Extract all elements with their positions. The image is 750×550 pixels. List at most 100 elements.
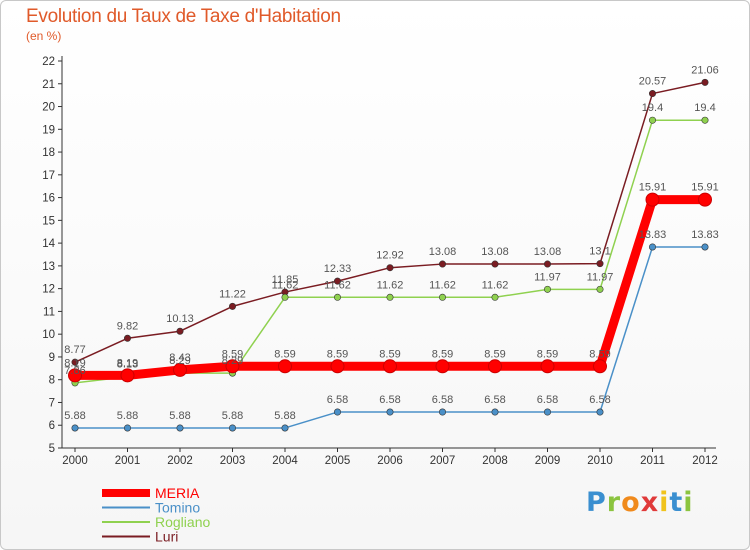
- series-point-meria: [68, 368, 82, 383]
- data-label-tomino: 5.88: [169, 410, 190, 422]
- y-tick-label: 20: [42, 102, 55, 114]
- series-point-rogliano: [491, 293, 499, 301]
- series-point-luri: [701, 78, 709, 86]
- data-label-rogliano: 8.29: [222, 355, 243, 367]
- series-point-rogliano: [438, 293, 446, 301]
- x-tick-label: 2012: [692, 455, 718, 467]
- series-layer: [68, 78, 712, 432]
- series-point-tomino: [229, 424, 237, 432]
- data-label-rogliano: 11.62: [324, 279, 351, 291]
- data-label-meria: 8.19: [117, 357, 138, 369]
- data-label-tomino: 6.58: [589, 394, 610, 406]
- x-tick-label: 2009: [535, 455, 561, 467]
- y-tick-label: 21: [42, 79, 55, 91]
- series-point-tomino: [281, 424, 289, 432]
- series-point-meria: [225, 359, 240, 374]
- logo-letter: t: [669, 487, 684, 518]
- y-tick-label: 11: [43, 306, 55, 318]
- x-tick-label: 2001: [115, 455, 141, 467]
- data-label-luri: 12.33: [324, 263, 352, 275]
- data-label-luri: 10.13: [166, 313, 194, 325]
- y-tick-label: 17: [42, 170, 55, 182]
- data-label-luri: 12.92: [376, 250, 404, 262]
- y-tick-label: 22: [42, 56, 55, 68]
- series-point-meria: [698, 192, 712, 207]
- series-point-meria: [330, 359, 345, 374]
- series-point-meria: [278, 359, 292, 374]
- series-point-rogliano: [281, 293, 289, 301]
- series-point-tomino: [386, 408, 394, 416]
- axes: 5 6 7 8 9 10 11 12 13 14 15 16 17 18 19 20 21 22 2000 2001 2…: [42, 56, 718, 467]
- logo-letter: i: [683, 487, 694, 518]
- series-point-tomino: [543, 408, 551, 416]
- series-point-tomino: [176, 424, 184, 432]
- data-label-rogliano: 19.4: [694, 102, 715, 114]
- series-point-luri: [124, 334, 132, 342]
- data-label-meria: 8.59: [327, 348, 348, 360]
- data-label-luri: 9.82: [117, 320, 138, 332]
- series-point-luri: [229, 302, 237, 310]
- data-label-tomino: 13.83: [639, 229, 667, 241]
- data-label-tomino: 5.88: [274, 410, 295, 422]
- proxiti-logo: Proxiti: [586, 487, 694, 518]
- x-tick-label: 2000: [62, 455, 88, 467]
- data-label-rogliano: 11.97: [534, 271, 561, 283]
- series-point-luri: [596, 260, 604, 268]
- data-label-luri: 8.77: [64, 344, 85, 356]
- chart-unit: (en %): [26, 29, 62, 43]
- x-tick-label: 2010: [587, 455, 613, 467]
- data-label-rogliano: 8.29: [169, 355, 190, 367]
- chart-title: Evolution du Taux de Taxe d'Habitation: [26, 6, 341, 27]
- y-tick-label: 13: [42, 261, 55, 273]
- y-tick-label: 19: [42, 124, 55, 136]
- data-label-rogliano: 11.97: [587, 271, 614, 283]
- data-label-rogliano: 8.13: [117, 359, 138, 371]
- logo-letter: x: [640, 487, 660, 518]
- y-tick-label: 16: [42, 193, 55, 205]
- data-label-rogliano: 19.4: [642, 102, 663, 114]
- data-label-meria: 15.91: [639, 182, 667, 194]
- logo-letter: P: [586, 487, 607, 518]
- y-tick-label: 7: [49, 397, 55, 409]
- y-tick-label: 9: [49, 352, 55, 364]
- data-label-tomino: 6.58: [537, 394, 558, 406]
- data-label-meria: 15.91: [691, 182, 719, 194]
- series-point-rogliano: [648, 116, 656, 124]
- series-point-tomino: [701, 243, 709, 251]
- x-tick-label: 2006: [377, 455, 403, 467]
- x-tick-label: 2007: [430, 455, 456, 467]
- series-point-rogliano: [333, 293, 341, 301]
- series-point-luri: [386, 264, 394, 272]
- y-tick-label: 8: [49, 375, 55, 387]
- data-label-meria: 8.59: [379, 348, 400, 360]
- data-label-meria: 8.59: [589, 348, 610, 360]
- series-point-luri: [176, 327, 184, 335]
- data-label-tomino: 6.58: [327, 394, 348, 406]
- series-point-luri: [71, 358, 79, 366]
- data-label-luri: 20.57: [639, 76, 667, 88]
- series-point-rogliano: [701, 116, 709, 124]
- data-label-meria: 8.59: [537, 348, 558, 360]
- y-tick-label: 18: [42, 147, 55, 159]
- x-tick-label: 2003: [220, 455, 246, 467]
- data-label-tomino: 6.58: [432, 394, 453, 406]
- series-point-tomino: [333, 408, 341, 416]
- data-labels: 8.77 9.82 10.13 11.22 11.85 12.33 12.92 13.08 13…: [64, 64, 718, 422]
- data-label-luri: 13.08: [534, 246, 562, 258]
- series-point-luri: [543, 260, 551, 268]
- series-point-tomino: [596, 408, 604, 416]
- data-label-rogliano: 11.62: [482, 279, 509, 291]
- legend-label-luri: Luri: [155, 529, 178, 545]
- data-label-rogliano: 11.62: [377, 279, 404, 291]
- series-point-meria: [540, 359, 555, 374]
- series-point-luri: [648, 90, 656, 98]
- data-label-luri: 21.06: [691, 64, 719, 76]
- series-point-rogliano: [386, 293, 394, 301]
- series-point-luri: [491, 260, 499, 268]
- series-point-tomino: [124, 424, 132, 432]
- series-point-tomino: [438, 408, 446, 416]
- data-label-tomino: 6.58: [484, 394, 505, 406]
- data-label-luri: 13.08: [429, 246, 457, 258]
